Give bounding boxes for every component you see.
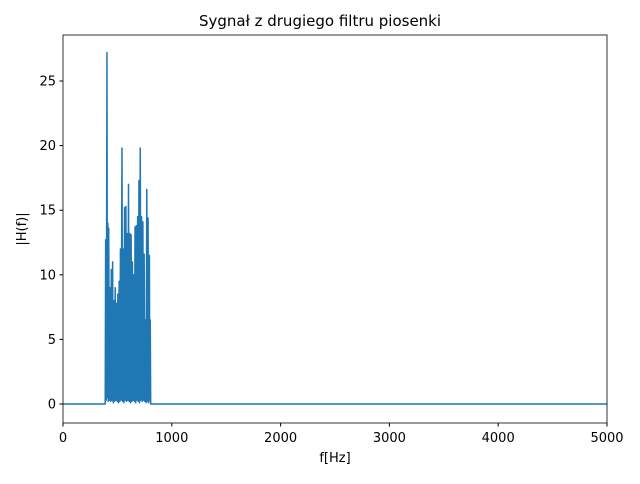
data-line bbox=[63, 51, 607, 405]
x-tick-label: 4000 bbox=[482, 431, 515, 446]
y-tick-label: 25 bbox=[39, 74, 56, 89]
y-tick-label: 20 bbox=[39, 139, 56, 154]
x-tick-label: 3000 bbox=[373, 431, 406, 446]
chart-title: Sygnał z drugiego filtru piosenki bbox=[199, 12, 441, 30]
y-tick-label: 5 bbox=[48, 333, 56, 348]
x-tick-label: 2000 bbox=[264, 431, 297, 446]
x-tick-label: 0 bbox=[59, 431, 67, 446]
x-axis-label: f[Hz] bbox=[319, 451, 350, 466]
y-tick-label: 0 bbox=[48, 398, 56, 413]
y-tick-label: 15 bbox=[39, 204, 56, 219]
x-tick-label: 1000 bbox=[155, 431, 188, 446]
y-axis-label: |H(f)| bbox=[15, 212, 30, 245]
y-tick-label: 10 bbox=[39, 268, 56, 283]
x-tick-label: 5000 bbox=[590, 431, 623, 446]
axes-frame bbox=[62, 34, 608, 424]
